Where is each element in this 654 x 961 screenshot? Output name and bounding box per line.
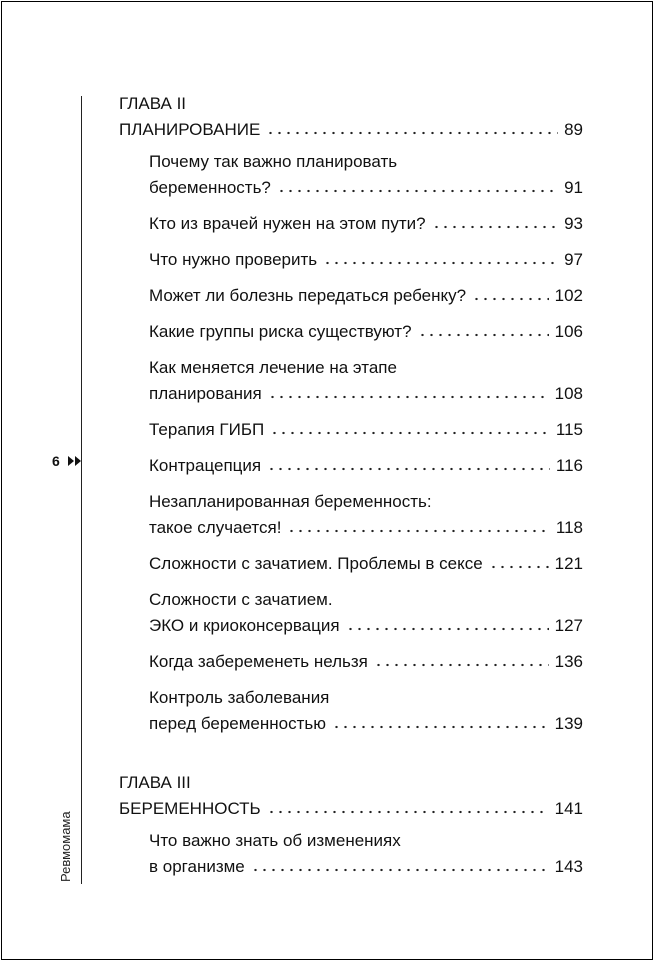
toc-entry-text: Контроль заболевания xyxy=(149,688,330,707)
toc-entry-text: планирования xyxy=(149,384,262,403)
toc-entry: Какие группы риска существуют? 106 xyxy=(149,322,583,342)
toc-entry: Может ли болезнь передаться ребенку? 102 xyxy=(149,286,583,306)
toc-entry-text: такое случается! xyxy=(149,518,282,537)
chapter-title: ПЛАНИРОВАНИЕ 89 xyxy=(119,120,583,140)
page-number: 6 xyxy=(52,453,60,469)
toc-entry-text: Что нужно проверить xyxy=(149,250,318,269)
page-ref: 127 xyxy=(554,616,583,635)
toc-entry: Что нужно проверить 97 xyxy=(149,250,583,270)
dot-leader xyxy=(332,725,549,729)
chapter-label: ГЛАВА II xyxy=(119,94,583,114)
page-ref: 93 xyxy=(564,214,583,233)
toc-entry-text: Сложности с зачатием. Проблемы в сексе xyxy=(149,554,483,573)
toc-entry-text: Какие группы риска существуют? xyxy=(149,322,412,341)
page-ref: 118 xyxy=(555,518,583,537)
toc-entry-text: перед беременностью xyxy=(149,714,327,733)
dot-leader xyxy=(287,529,550,533)
toc-entry: Незапланированная беременность: xyxy=(149,492,583,512)
page-ref: 102 xyxy=(554,286,583,305)
toc-entry: беременность? 91 xyxy=(149,178,583,198)
toc-entry-text: Когда забеременеть нельзя xyxy=(149,652,368,671)
page-ref: 106 xyxy=(554,322,583,341)
chapter-title: БЕРЕМЕННОСТЬ 141 xyxy=(119,799,583,819)
toc-entry-text: беременность? xyxy=(149,178,271,197)
toc-entry-text: Что важно знать об изменениях xyxy=(149,831,401,850)
chapter-label: ГЛАВА III xyxy=(119,773,583,793)
chapter-title-text: БЕРЕМЕННОСТЬ xyxy=(119,799,261,818)
dot-leader xyxy=(250,868,549,872)
page-ref: 89 xyxy=(564,120,583,139)
dot-leader xyxy=(345,627,549,631)
chapter-title-text: ПЛАНИРОВАНИЕ xyxy=(119,120,261,139)
toc-entry: Контроль заболевания xyxy=(149,688,583,708)
dot-leader xyxy=(276,189,559,193)
dot-leader xyxy=(488,565,549,569)
page-ref: 116 xyxy=(555,456,583,475)
toc-entry: ЭКО и криоконсервация 127 xyxy=(149,616,583,636)
toc-entry: Почему так важно планировать xyxy=(149,152,583,172)
toc-entry-text: Сложности с зачатием. xyxy=(149,590,333,609)
page-ref: 136 xyxy=(554,652,583,671)
page-ref: 143 xyxy=(554,857,583,876)
toc-entry: Сложности с зачатием. Проблемы в сексе 12… xyxy=(149,554,583,574)
dot-leader xyxy=(323,261,559,265)
toc-entry-text: Кто из врачей нужен на этом пути? xyxy=(149,214,426,233)
dot-leader xyxy=(373,663,549,667)
toc-entry-text: в организме xyxy=(149,857,245,876)
toc-entry: Когда забеременеть нельзя 136 xyxy=(149,652,583,672)
page-ref: 108 xyxy=(554,384,583,403)
dot-leader xyxy=(431,225,559,229)
chapter-label-text: ГЛАВА II xyxy=(119,94,187,113)
toc-entry: планирования 108 xyxy=(149,384,583,404)
dot-leader xyxy=(417,333,549,337)
toc-entry: Как меняется лечение на этапе xyxy=(149,358,583,378)
folio-arrows xyxy=(67,456,81,466)
running-title: Ревмомама xyxy=(58,811,73,882)
toc-entry: Терапия ГИБП 115 xyxy=(149,420,583,440)
toc-entry: Контрацепция 116 xyxy=(149,456,583,476)
toc-entry: Что важно знать об изменениях xyxy=(149,831,583,851)
toc-entry-text: ЭКО и криоконсервация xyxy=(149,616,340,635)
toc-entry-text: Как меняется лечение на этапе xyxy=(149,358,397,377)
page-ref: 141 xyxy=(554,799,583,818)
toc-entry-text: Незапланированная беременность: xyxy=(149,492,432,511)
dot-leader xyxy=(266,810,549,814)
toc-entry: Сложности с зачатием. xyxy=(149,590,583,610)
chapter-label-text: ГЛАВА III xyxy=(119,773,191,792)
toc-entry: такое случается! 118 xyxy=(149,518,583,538)
dot-leader xyxy=(270,431,550,435)
toc-entry-text: Терапия ГИБП xyxy=(149,420,265,439)
toc-entry: Кто из врачей нужен на этом пути? 93 xyxy=(149,214,583,234)
dot-leader xyxy=(267,395,549,399)
page-ref: 121 xyxy=(554,554,583,573)
dot-leader xyxy=(472,297,549,301)
dot-leader xyxy=(266,131,559,135)
dot-leader xyxy=(267,467,550,471)
toc-entry-text: Может ли болезнь передаться ребенку? xyxy=(149,286,467,305)
toc-entry-text: Контрацепция xyxy=(149,456,262,475)
page-ref: 91 xyxy=(564,178,583,197)
margin-rule xyxy=(81,96,82,884)
toc-entry-text: Почему так важно планировать xyxy=(149,152,398,171)
page-ref: 139 xyxy=(554,714,583,733)
folio: 6 xyxy=(52,453,82,469)
toc-entry: в организме 143 xyxy=(149,857,583,877)
page-ref: 97 xyxy=(564,250,583,269)
page-ref: 115 xyxy=(555,420,583,439)
toc-entry: перед беременностью 139 xyxy=(149,714,583,734)
